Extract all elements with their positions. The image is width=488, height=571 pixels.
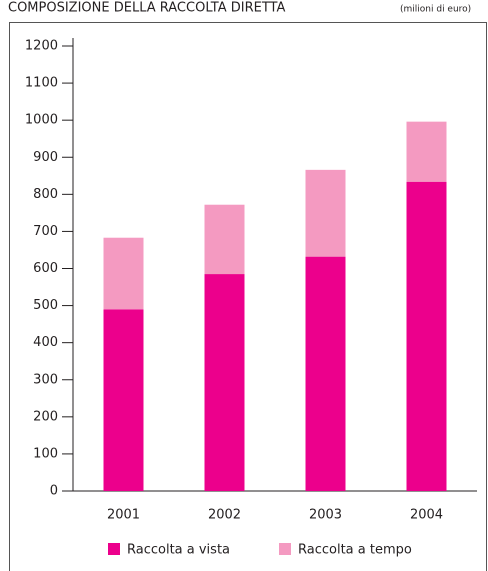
y-tick-label: 600 [33,261,58,276]
x-tick-label: 2001 [107,508,140,523]
y-tick-label: 0 [50,484,58,499]
bar-segment [103,309,144,491]
frame [9,22,487,571]
chart-title: COMPOSIZIONE DELLA RACCOLTA DIRETTA [8,1,285,16]
y-tick-label: 900 [33,150,58,165]
y-tick-label: 1200 [25,39,58,54]
legend-swatch [279,543,291,555]
chart-subtitle: (milioni di euro) [400,5,471,15]
legend-label: Raccolta a tempo [298,543,412,558]
x-tick-label: 2003 [309,508,342,523]
bar-segment [103,237,144,310]
y-tick-label: 100 [33,446,58,461]
y-tick-label: 400 [33,335,58,350]
legend-label: Raccolta a vista [127,543,230,558]
y-tick-label: 300 [33,372,58,387]
x-tick-label: 2004 [410,508,443,523]
y-tick-label: 200 [33,409,58,424]
y-tick-label: 1000 [25,113,58,128]
bar-segment [406,121,447,182]
bar-segment [406,181,447,491]
x-tick-label: 2002 [208,508,241,523]
y-tick-label: 500 [33,298,58,313]
y-tick-label: 1100 [25,76,58,91]
legend-swatch [108,543,120,555]
y-tick-label: 800 [33,187,58,202]
bar-segment [204,204,245,275]
y-tick-label: 700 [33,224,58,239]
bar-segment [305,256,346,491]
bar-segment [204,274,245,491]
bar-segment [305,169,346,257]
